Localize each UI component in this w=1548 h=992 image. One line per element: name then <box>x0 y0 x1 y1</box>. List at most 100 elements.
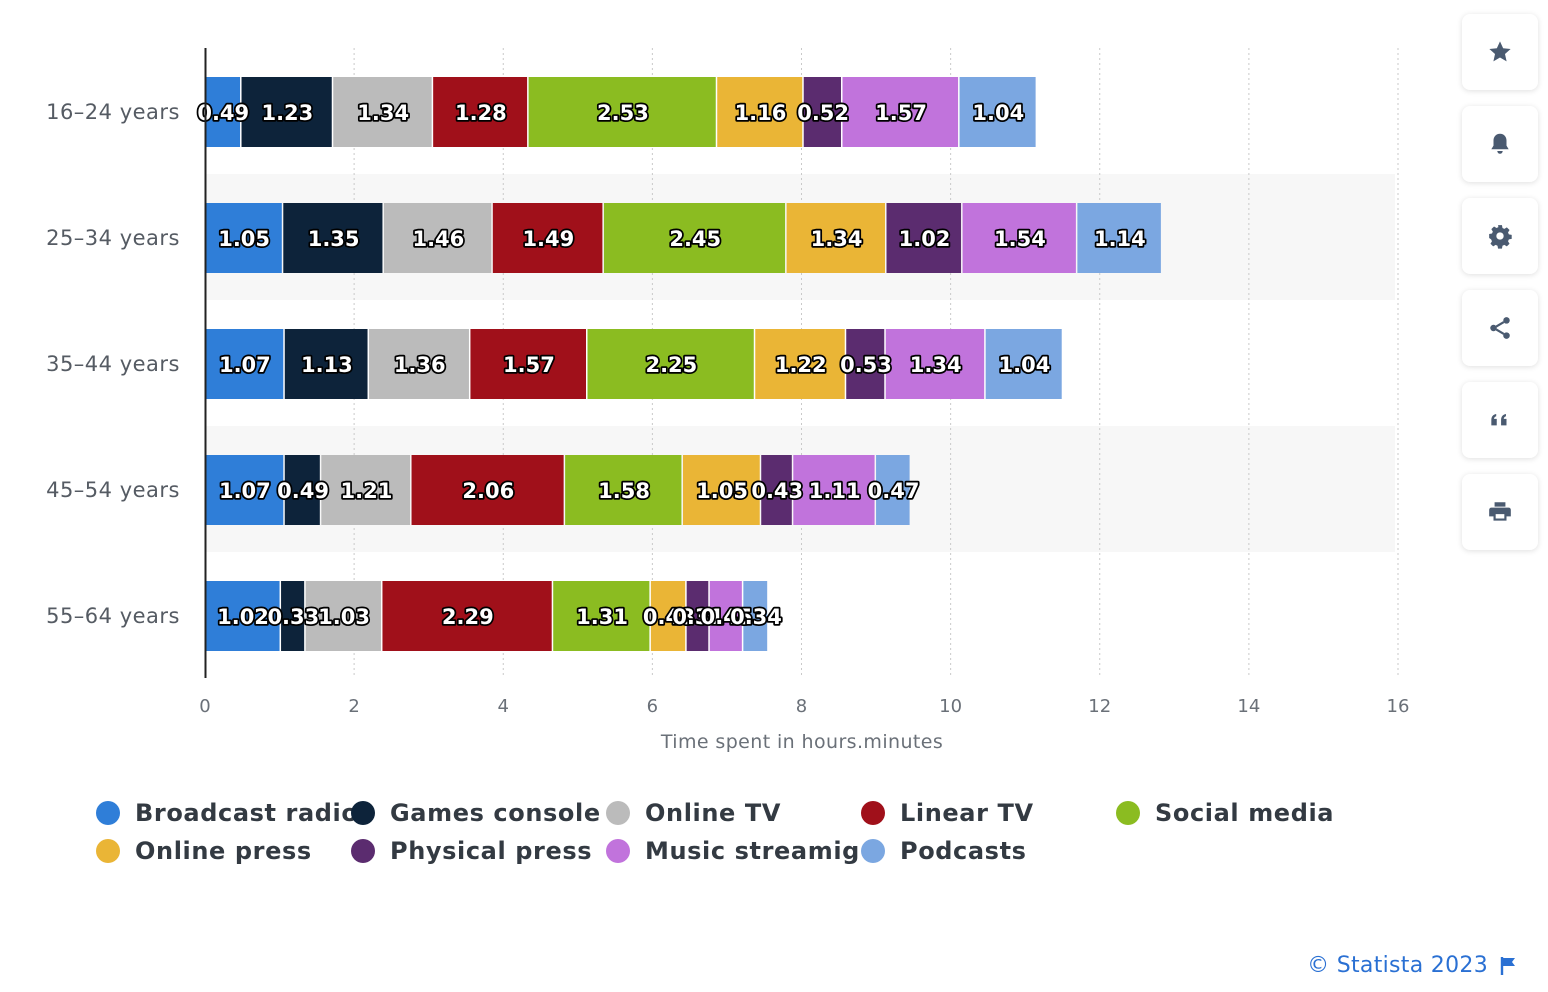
bar-segment[interactable] <box>709 581 742 651</box>
legend-label: Broadcast radio <box>135 799 359 827</box>
bar-segment[interactable] <box>281 581 305 651</box>
legend-label: Podcasts <box>900 837 1027 865</box>
bar-segment[interactable] <box>846 329 885 399</box>
x-tick-label: 10 <box>939 696 962 717</box>
data-label: 1.49 <box>522 227 574 251</box>
bar-segment[interactable] <box>528 77 716 147</box>
legend-item[interactable]: Linear TV <box>861 798 1116 828</box>
legend-item[interactable]: Online press <box>96 836 351 866</box>
category-label: 35–44 years <box>46 352 180 376</box>
cite-button[interactable] <box>1462 382 1538 458</box>
bar-segment[interactable] <box>603 203 786 273</box>
x-tick-label: 8 <box>796 696 807 717</box>
bar-segment[interactable] <box>284 455 320 525</box>
data-label: 1.02 <box>217 605 269 629</box>
bar-segment[interactable] <box>717 77 803 147</box>
bar-segment[interactable] <box>1077 203 1161 273</box>
legend-item[interactable]: Physical press <box>351 836 606 866</box>
credit-text[interactable]: © Statista 2023 <box>1307 953 1488 978</box>
data-label: 1.11 <box>809 479 861 503</box>
bar-segment[interactable] <box>321 455 411 525</box>
bar-segment[interactable] <box>686 581 709 651</box>
category-label: 45–54 years <box>46 478 180 502</box>
bar-segment[interactable] <box>241 77 332 147</box>
notification-button[interactable] <box>1462 106 1538 182</box>
x-tick-label: 6 <box>647 696 658 717</box>
bar-segment[interactable] <box>205 203 282 273</box>
legend-item[interactable]: Music streamig <box>606 836 861 866</box>
data-label: 0.33 <box>267 605 319 629</box>
bar-segment[interactable] <box>962 203 1076 273</box>
legend-swatch <box>351 839 375 863</box>
bar-segment[interactable] <box>492 203 603 273</box>
data-label: 1.04 <box>972 101 1024 125</box>
bar-segment[interactable] <box>886 203 962 273</box>
bar-segment[interactable] <box>205 77 241 147</box>
data-label: 1.22 <box>775 353 827 377</box>
legend-item[interactable]: Broadcast radio <box>96 798 358 828</box>
legend-swatch <box>96 801 120 825</box>
data-label: 1.04 <box>999 353 1051 377</box>
bar-segment[interactable] <box>743 581 768 651</box>
legend-item[interactable]: Online TV <box>606 798 861 828</box>
bar-segment[interactable] <box>382 581 552 651</box>
legend-label: Physical press <box>390 837 593 865</box>
share-icon <box>1490 317 1510 339</box>
bar-segment[interactable] <box>650 581 686 651</box>
bar-segment[interactable] <box>305 581 381 651</box>
statista-credit[interactable]: © Statista 2023 <box>1307 953 1518 978</box>
x-tick-label: 12 <box>1088 696 1111 717</box>
data-label: 2.29 <box>442 605 494 629</box>
bar-segment[interactable] <box>284 329 368 399</box>
bar-segment[interactable] <box>565 455 682 525</box>
bar-segment[interactable] <box>803 77 842 147</box>
legend-swatch <box>606 801 630 825</box>
bar-segment[interactable] <box>587 329 754 399</box>
data-label: 0.49 <box>277 479 329 503</box>
favorite-button[interactable] <box>1462 14 1538 90</box>
bar-segment[interactable] <box>885 329 985 399</box>
legend-item[interactable]: Podcasts <box>861 836 1116 866</box>
bar-segment[interactable] <box>786 203 886 273</box>
x-tick-label: 14 <box>1237 696 1260 717</box>
x-tick-label: 2 <box>348 696 359 717</box>
data-label: 0.47 <box>868 479 920 503</box>
data-label: 1.07 <box>219 479 271 503</box>
data-label: 1.16 <box>735 101 787 125</box>
bar-segment[interactable] <box>793 455 875 525</box>
legend-swatch <box>351 801 375 825</box>
gear-icon <box>1489 225 1512 249</box>
legend-item[interactable]: Games console <box>351 798 606 828</box>
bar-segment[interactable] <box>842 77 959 147</box>
legend-item[interactable]: Social media <box>1116 798 1371 828</box>
bar-segment[interactable] <box>369 329 469 399</box>
bar-segment[interactable] <box>876 455 910 525</box>
data-label: 1.02 <box>899 227 951 251</box>
bar-segment[interactable] <box>383 203 492 273</box>
settings-button[interactable] <box>1462 198 1538 274</box>
legend-swatch <box>606 839 630 863</box>
data-label: 0.52 <box>797 101 849 125</box>
share-button[interactable] <box>1462 290 1538 366</box>
flag-icon[interactable] <box>1500 956 1518 976</box>
bar-segment[interactable] <box>205 455 284 525</box>
bar-segment[interactable] <box>761 455 792 525</box>
bar-segment[interactable] <box>553 581 650 651</box>
legend-label: Online TV <box>645 799 782 827</box>
bar-segment[interactable] <box>682 455 760 525</box>
bar-segment[interactable] <box>959 77 1036 147</box>
bar-segment[interactable] <box>333 77 432 147</box>
data-label: 1.34 <box>357 101 409 125</box>
bar-segment[interactable] <box>755 329 845 399</box>
bar-segment[interactable] <box>985 329 1062 399</box>
data-label: 1.28 <box>455 101 507 125</box>
bar-segment[interactable] <box>433 77 528 147</box>
bar-segment[interactable] <box>283 203 383 273</box>
bar-segment[interactable] <box>411 455 564 525</box>
bar-segment[interactable] <box>205 581 280 651</box>
bar-segment[interactable] <box>470 329 587 399</box>
toolbar <box>1462 14 1538 566</box>
bar-segment[interactable] <box>205 329 284 399</box>
print-button[interactable] <box>1462 474 1538 550</box>
